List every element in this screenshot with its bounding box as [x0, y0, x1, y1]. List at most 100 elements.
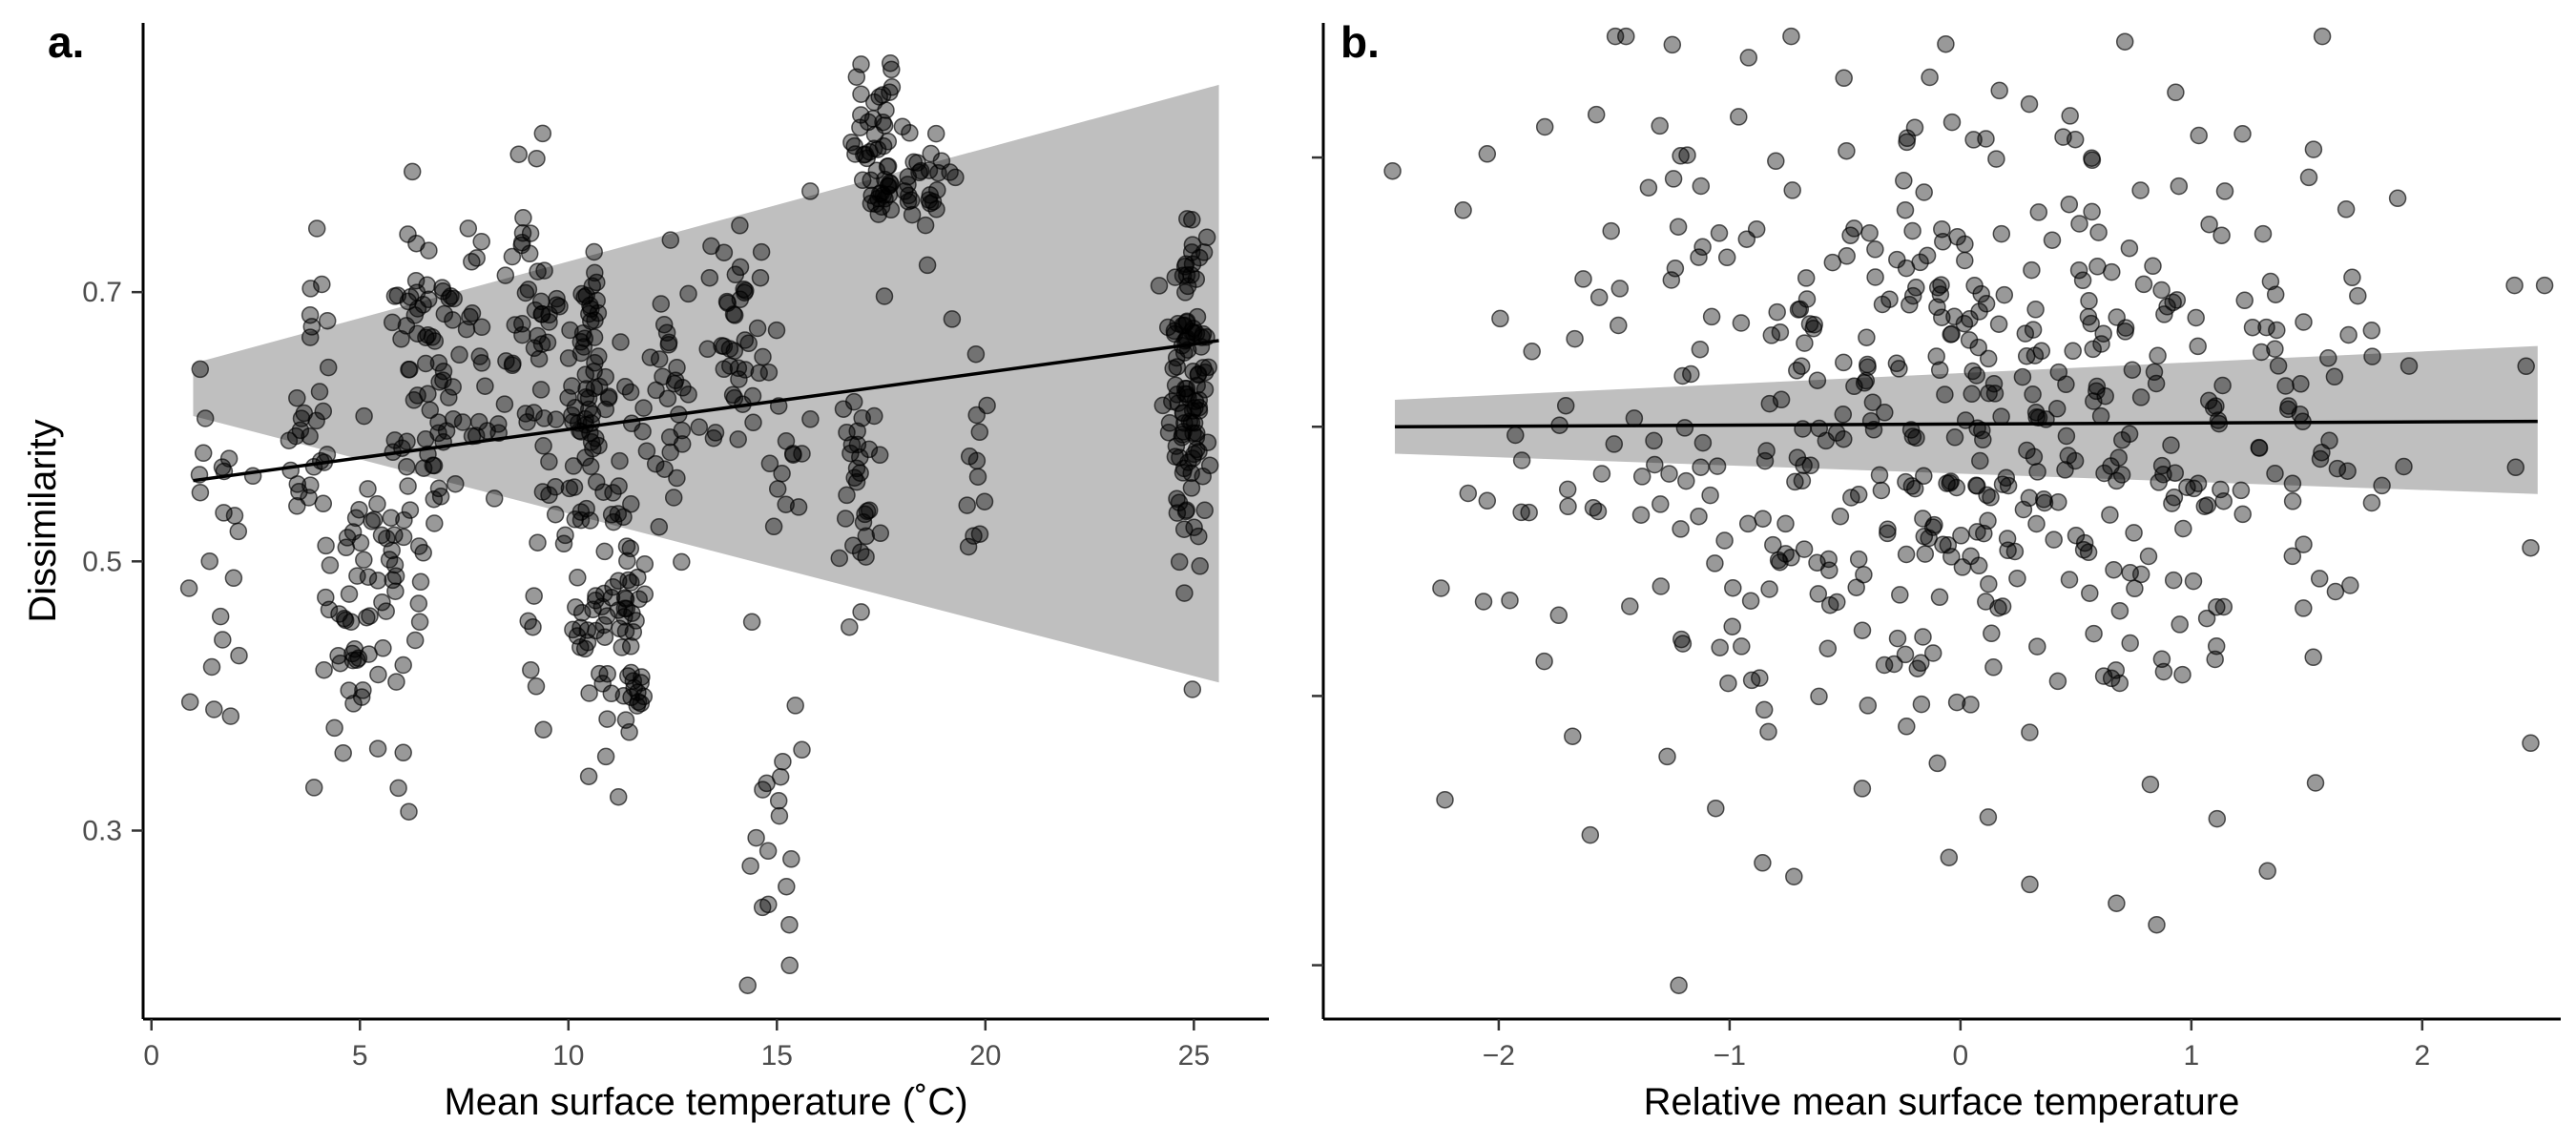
- data-point: [1942, 113, 1962, 132]
- data-point: [793, 740, 811, 760]
- data-point: [2108, 894, 2126, 912]
- data-point: [780, 956, 799, 975]
- data-point: [587, 587, 605, 605]
- data-point: [1999, 476, 2018, 495]
- data-point: [881, 83, 899, 101]
- data-point: [578, 621, 597, 639]
- data-point: [2149, 346, 2167, 365]
- data-point: [1993, 475, 2012, 493]
- data-point: [2522, 538, 2540, 557]
- data-point: [2252, 343, 2271, 362]
- data-point: [434, 362, 453, 381]
- data-point: [609, 505, 628, 523]
- data-point: [2174, 519, 2192, 538]
- data-point: [874, 136, 893, 156]
- data-point: [2096, 386, 2114, 406]
- data-point: [857, 548, 875, 566]
- data-point: [416, 354, 435, 373]
- data-point: [747, 828, 765, 847]
- data-point: [1717, 248, 1736, 267]
- data-point: [1964, 131, 1983, 149]
- data-point: [450, 345, 468, 364]
- data-point: [1520, 503, 1538, 522]
- data-point: [561, 321, 579, 340]
- data-point: [1693, 238, 1712, 257]
- data-point: [637, 442, 656, 460]
- data-point: [1732, 314, 1751, 332]
- data-point: [1989, 315, 2008, 333]
- data-point: [2024, 321, 2043, 339]
- data-point: [630, 590, 648, 609]
- data-point: [518, 413, 536, 431]
- data-point: [731, 217, 749, 235]
- data-point: [1769, 551, 1788, 570]
- data-point: [2311, 449, 2330, 468]
- data-point: [526, 301, 545, 320]
- data-point: [2084, 340, 2102, 359]
- data-point: [1166, 268, 1185, 286]
- data-point: [1835, 429, 1853, 448]
- data-point: [1760, 580, 1778, 598]
- data-point: [522, 660, 540, 679]
- data-point: [2073, 271, 2092, 290]
- data-point: [392, 330, 410, 348]
- data-point: [559, 349, 578, 367]
- x-tick-label: 1: [2183, 1040, 2199, 1072]
- data-point: [717, 292, 737, 311]
- data-point: [496, 266, 515, 284]
- data-point: [758, 842, 778, 861]
- data-point: [1985, 385, 2005, 403]
- data-point: [2131, 388, 2150, 406]
- data-point: [1793, 471, 1812, 490]
- data-point: [1912, 654, 1930, 673]
- data-point: [599, 389, 618, 407]
- x-tick-label: 2: [2414, 1040, 2430, 1072]
- data-point: [2110, 601, 2129, 620]
- data-point: [2164, 293, 2182, 312]
- data-point: [1972, 284, 1990, 303]
- data-point: [852, 603, 870, 621]
- data-point: [1669, 218, 1688, 236]
- data-point: [394, 656, 412, 675]
- data-point: [2170, 177, 2189, 196]
- data-point: [1673, 366, 1692, 385]
- data-point: [2208, 597, 2226, 616]
- data-point: [853, 171, 872, 190]
- data-point: [546, 505, 565, 524]
- data-point: [1652, 495, 1670, 513]
- data-point: [966, 344, 986, 364]
- data-point: [2254, 224, 2273, 243]
- data-point: [360, 645, 378, 663]
- data-point: [771, 767, 790, 786]
- data-point: [335, 609, 354, 628]
- data-point: [1183, 236, 1202, 254]
- data-point: [2325, 367, 2344, 386]
- data-point: [1174, 464, 1193, 482]
- data-point: [1838, 247, 1856, 265]
- data-point: [2362, 493, 2381, 512]
- data-point: [2266, 340, 2284, 358]
- data-point: [2276, 377, 2295, 395]
- data-point: [2121, 634, 2139, 653]
- data-point: [307, 219, 326, 238]
- data-point: [377, 602, 395, 620]
- data-point: [1845, 219, 1863, 238]
- data-point: [355, 406, 373, 426]
- data-point: [179, 579, 198, 597]
- data-point: [1592, 465, 1611, 483]
- data-point: [1879, 524, 1897, 543]
- data-point: [1150, 277, 1169, 295]
- data-point: [1970, 302, 1988, 321]
- data-point: [211, 607, 230, 626]
- data-point: [596, 747, 615, 766]
- data-point: [2029, 203, 2048, 221]
- data-point: [513, 315, 531, 333]
- data-point: [579, 767, 598, 785]
- panel-a-x-axis-title: Mean surface temperature (˚C): [444, 1081, 967, 1123]
- data-point: [1903, 221, 1922, 240]
- data-point: [750, 364, 768, 383]
- panel-a-y-ticks: 0.3 0.5 0.7: [82, 277, 143, 846]
- data-point: [1436, 790, 1454, 809]
- data-point: [1672, 147, 1690, 165]
- data-point: [830, 549, 849, 568]
